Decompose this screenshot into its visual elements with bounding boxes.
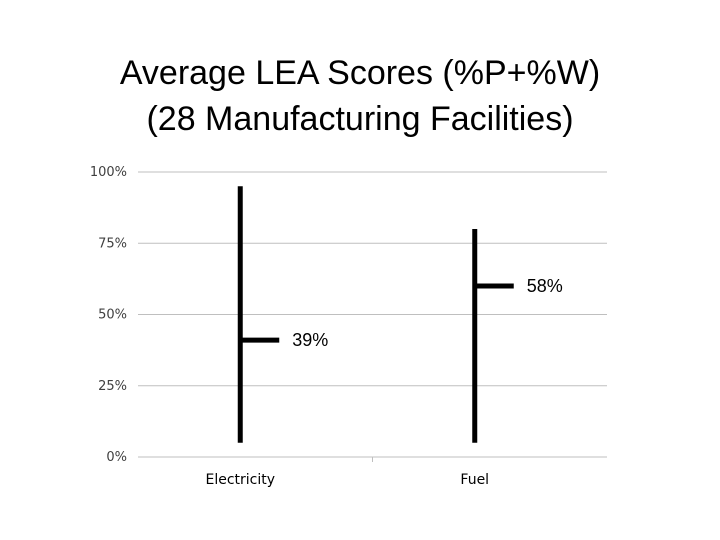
chart-title-line-1: Average LEA Scores (%P+%W) — [119, 54, 601, 92]
y-tick-label-0: 0% — [106, 450, 127, 465]
data-label-electricity: 39% — [292, 330, 328, 350]
y-tick-label-50: 50% — [98, 308, 127, 323]
y-tick-label-100: 100% — [90, 165, 127, 180]
chart-title: Average LEA Scores (%P+%W) (28 Manufactu… — [0, 50, 720, 142]
y-tick-label-25: 25% — [98, 379, 127, 394]
y-tick-label-75: 75% — [98, 236, 127, 251]
x-category-label-electricity: Electricity — [205, 472, 275, 488]
x-category-label-fuel: Fuel — [460, 472, 489, 488]
data-label-fuel: 58% — [527, 276, 563, 296]
chart-title-line-2: (28 Manufacturing Facilities) — [146, 100, 574, 138]
